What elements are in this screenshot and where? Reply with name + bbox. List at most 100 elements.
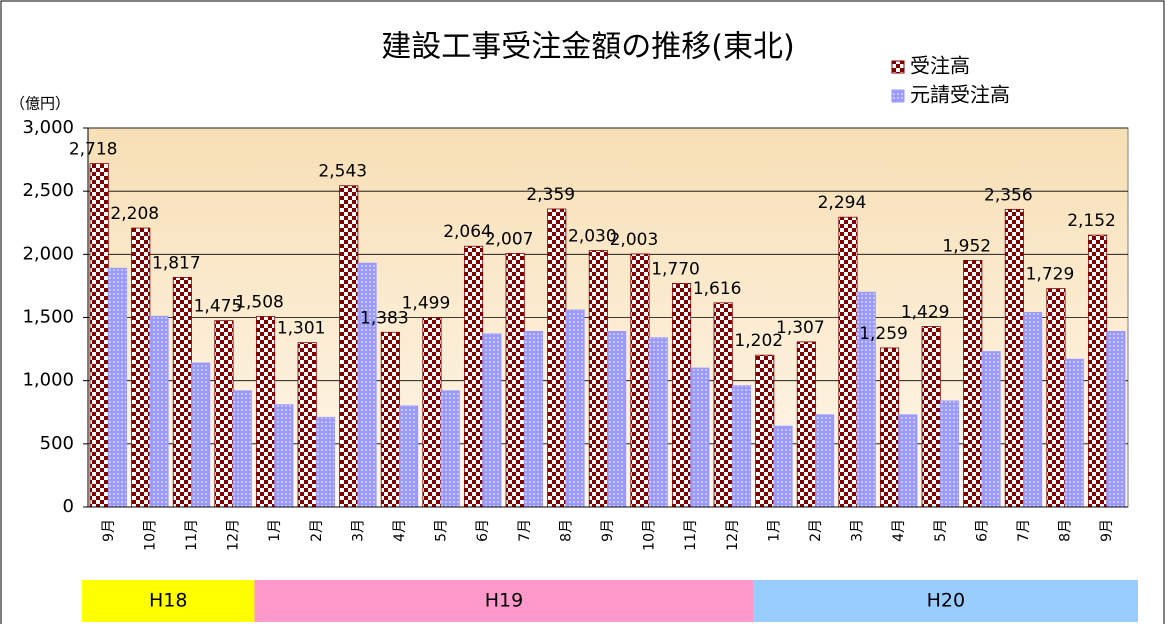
bar xyxy=(399,405,419,508)
bar xyxy=(690,367,710,508)
x-tick-label: 8月 xyxy=(1058,519,1074,542)
bar xyxy=(380,331,400,508)
data-label: 2,007 xyxy=(485,229,534,249)
bar xyxy=(713,302,733,508)
bar xyxy=(630,253,650,508)
data-label: 1,616 xyxy=(693,279,742,299)
x-tick-label: 5月 xyxy=(434,519,450,542)
bar xyxy=(648,337,668,508)
period-band xyxy=(254,580,754,622)
bar xyxy=(440,390,460,508)
x-tick-label: 11月 xyxy=(184,519,200,551)
bar xyxy=(131,227,151,508)
bar xyxy=(89,163,109,508)
bar xyxy=(274,404,294,508)
legend-swatch xyxy=(891,60,905,74)
data-label: 2,356 xyxy=(984,185,1033,205)
bar xyxy=(505,253,525,508)
bar xyxy=(482,333,502,508)
x-tick-label: 6月 xyxy=(974,519,990,542)
legend-label: 元請受注高 xyxy=(910,83,1010,107)
bar xyxy=(357,262,377,508)
x-tick-label: 7月 xyxy=(517,519,533,542)
data-label: 2,208 xyxy=(110,204,159,224)
bar xyxy=(1088,234,1108,508)
data-label: 1,429 xyxy=(901,302,950,322)
x-tick-label: 11月 xyxy=(683,519,699,551)
x-tick-label: 3月 xyxy=(350,519,366,542)
data-label: 2,718 xyxy=(69,140,118,160)
bar xyxy=(963,259,983,508)
data-label: 2,152 xyxy=(1067,211,1116,231)
bar xyxy=(172,277,192,508)
period-label: H18 xyxy=(149,590,187,612)
bar xyxy=(796,341,816,508)
bar xyxy=(773,425,793,508)
x-tick-label: 12月 xyxy=(725,519,741,551)
data-label: 2,294 xyxy=(818,193,867,213)
bar xyxy=(107,267,128,508)
x-tick-label: 8月 xyxy=(558,519,574,542)
bar xyxy=(1064,358,1084,508)
bar xyxy=(1106,330,1126,508)
legend-swatch xyxy=(891,89,905,103)
x-tick-label: 5月 xyxy=(933,519,949,542)
bar xyxy=(523,330,544,508)
bar xyxy=(232,390,252,508)
bar xyxy=(547,208,567,508)
x-tick-label: 1月 xyxy=(267,519,283,542)
bar xyxy=(1023,312,1043,508)
x-tick-label: 4月 xyxy=(891,519,907,542)
data-label: 2,003 xyxy=(610,230,659,250)
bar xyxy=(1046,288,1066,508)
data-label: 1,952 xyxy=(942,236,991,256)
bar xyxy=(339,185,359,508)
bar xyxy=(981,351,1001,508)
data-label: 2,064 xyxy=(443,222,492,242)
data-label: 1,729 xyxy=(1026,265,1075,285)
period-band xyxy=(753,580,1138,622)
bar xyxy=(255,316,276,508)
bar xyxy=(588,250,608,508)
bar xyxy=(214,320,234,508)
x-tick-label: 2月 xyxy=(808,519,824,542)
bar xyxy=(939,400,960,508)
data-label: 1,383 xyxy=(360,308,409,328)
bar xyxy=(315,416,336,508)
x-tick-label: 2月 xyxy=(309,519,325,542)
data-label: 1,259 xyxy=(859,324,908,344)
bar xyxy=(838,216,858,508)
bar xyxy=(565,309,585,508)
x-tick-label: 9月 xyxy=(1099,519,1115,542)
bar xyxy=(672,282,692,508)
x-tick-label: 4月 xyxy=(392,519,408,542)
data-label: 2,359 xyxy=(526,185,575,205)
data-label: 1,508 xyxy=(235,292,284,312)
bar xyxy=(921,326,941,508)
x-tick-label: 3月 xyxy=(850,519,866,542)
bar xyxy=(463,245,484,508)
x-tick-label: 10月 xyxy=(142,519,158,551)
bar xyxy=(880,347,900,508)
bar xyxy=(422,317,442,508)
y-tick-label: 500 xyxy=(40,433,74,454)
y-tick-label: 2,500 xyxy=(22,180,74,201)
data-label: 1,307 xyxy=(776,318,825,338)
period-label: H19 xyxy=(485,590,523,612)
data-label: 2,030 xyxy=(568,227,617,247)
x-tick-label: 1月 xyxy=(766,519,782,542)
chart-title: 建設工事受注金額の推移(東北) xyxy=(381,30,794,65)
bar xyxy=(607,330,627,508)
data-label: 1,817 xyxy=(152,253,201,273)
y-tick-label: 1,500 xyxy=(22,307,74,328)
data-label: 1,301 xyxy=(277,319,326,339)
data-label: 1,499 xyxy=(402,294,451,314)
bar xyxy=(755,354,775,508)
data-label: 2,543 xyxy=(318,162,367,182)
x-tick-label: 10月 xyxy=(642,519,658,551)
bar xyxy=(898,414,918,508)
y-tick-label: 0 xyxy=(63,496,74,517)
period-band xyxy=(82,580,255,622)
